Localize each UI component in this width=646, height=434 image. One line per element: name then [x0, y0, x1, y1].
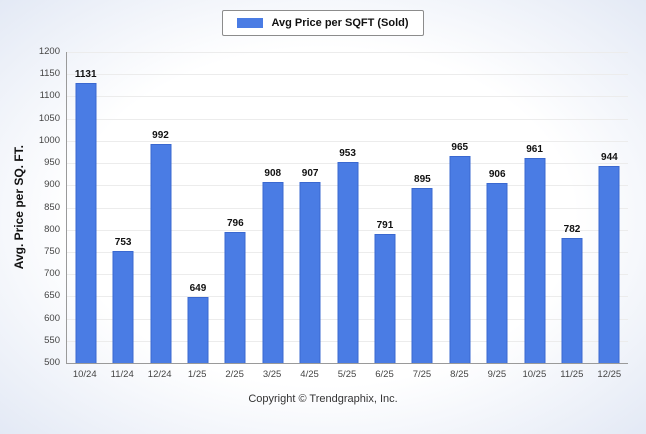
x-tick-label: 2/25	[225, 369, 244, 380]
x-tick-label: 9/25	[487, 369, 507, 380]
x-tick-label: 11/25	[560, 369, 584, 380]
y-tick-label: 500	[44, 357, 60, 368]
bar-slot: 895	[404, 52, 441, 363]
bar	[486, 182, 508, 363]
gridline	[67, 52, 628, 53]
bar-slot: 907	[291, 52, 328, 363]
y-axis-title-column: Avg. Price per SQ. FT.	[8, 52, 30, 363]
bar-slot: 961	[516, 52, 553, 363]
x-tick-label: 12/25	[597, 369, 622, 380]
bar	[411, 187, 433, 363]
y-tick-label: 1000	[38, 134, 60, 146]
legend: Avg Price per SQFT (Sold)	[222, 10, 424, 36]
plot-wrap: 1131 753 992 649 796 908 907 953 791 895 965 906 961…	[66, 52, 628, 383]
bar-value-label: 944	[601, 151, 618, 163]
x-tick-label: 6/25	[375, 369, 394, 380]
bar-value-label: 649	[189, 282, 207, 294]
bar-value-label: 791	[376, 219, 394, 231]
y-tick-label: 800	[44, 223, 60, 235]
legend-label: Avg Price per SQFT (Sold)	[271, 17, 409, 29]
bar	[524, 158, 546, 363]
bar	[598, 165, 620, 363]
y-tick-label: 900	[44, 179, 60, 191]
bar-value-label: 753	[114, 236, 132, 248]
bar	[262, 181, 284, 363]
bar-value-label: 961	[526, 144, 543, 156]
bar-value-label: 965	[451, 142, 469, 154]
y-axis-ticks: 500 550 600 650 700 750 800 850 900 950 1000 1050 11…	[30, 46, 66, 368]
bar-value-label: 782	[563, 223, 581, 235]
bar	[150, 144, 172, 363]
bar-value-label: 953	[339, 147, 356, 159]
bar-value-label: 992	[152, 130, 169, 142]
legend-container: Avg Price per SQFT (Sold)	[0, 0, 646, 36]
copyright-text: Copyright © Trendgraphix, Inc.	[248, 393, 398, 405]
y-tick-label: 1100	[39, 90, 60, 102]
bar-slot: 649	[179, 52, 216, 363]
y-tick-label: 700	[44, 268, 60, 280]
x-tick-label: 4/25	[300, 369, 319, 380]
bar-slot: 796	[217, 52, 254, 363]
x-tick-label: 1/25	[187, 369, 207, 380]
bar-value-label: 908	[264, 167, 282, 179]
x-tick-label: 11/24	[110, 369, 134, 380]
bar-slot: 782	[553, 52, 590, 363]
bar-slot: 992	[142, 52, 179, 363]
gridline	[67, 118, 628, 120]
gridline	[67, 96, 628, 98]
x-tick-label: 5/25	[337, 369, 357, 380]
bar-value-label: 796	[226, 217, 244, 229]
x-tick-label: 10/24	[72, 369, 97, 380]
plot-area: 1131 753 992 649 796 908 907 953 791 895 965 906 961…	[66, 52, 628, 364]
x-axis-labels: 10/24 11/24 12/24 1/25 2/25 3/25 4/25 5/25 6/25 7…	[66, 364, 628, 380]
x-tick-label: 12/24	[147, 369, 172, 380]
bar	[224, 231, 246, 363]
y-tick-label: 750	[44, 245, 60, 257]
bar-slot: 753	[104, 52, 141, 363]
y-axis-title: Avg. Price per SQ. FT.	[12, 145, 26, 270]
legend-swatch-icon	[237, 18, 264, 28]
x-tick-label: 8/25	[450, 369, 469, 380]
bar-value-label: 895	[414, 173, 431, 185]
x-tick-label: 7/25	[412, 369, 432, 380]
bar-slot: 908	[254, 52, 291, 363]
y-tick-label: 850	[44, 201, 60, 213]
bar	[112, 250, 134, 363]
bar	[299, 182, 321, 363]
bar-slot: 906	[478, 52, 515, 363]
bar	[337, 161, 359, 363]
y-tick-label: 1200	[38, 46, 60, 57]
bar	[449, 156, 471, 363]
bar-slot: 1131	[67, 52, 104, 363]
y-tick-label: 1150	[39, 68, 60, 80]
bar-slot: 953	[329, 52, 366, 363]
bar	[561, 237, 583, 363]
bar	[75, 82, 97, 363]
x-tick-label: 3/25	[262, 369, 282, 380]
gridline	[67, 140, 628, 142]
bar-slots: 1131 753 992 649 796 908 907 953 791 895 965 906 961…	[67, 52, 628, 363]
y-tick-label: 1050	[38, 112, 60, 124]
bar-value-label: 906	[488, 168, 506, 180]
chart-area: Avg. Price per SQ. FT. 500 550 600 650 700 75…	[8, 46, 628, 383]
bar-slot: 791	[366, 52, 403, 363]
x-tick-label: 10/25	[522, 369, 547, 380]
y-tick-label: 650	[44, 290, 60, 302]
gridline	[67, 74, 628, 76]
bar-slot: 965	[441, 52, 478, 363]
bar	[187, 296, 209, 363]
y-tick-label: 600	[44, 312, 60, 324]
bar-value-label: 1131	[74, 68, 97, 80]
bar	[374, 233, 396, 363]
y-tick-label: 950	[44, 157, 60, 169]
bar-value-label: 907	[301, 168, 319, 180]
bar-slot: 944	[591, 52, 628, 363]
y-tick-label: 550	[44, 334, 60, 346]
